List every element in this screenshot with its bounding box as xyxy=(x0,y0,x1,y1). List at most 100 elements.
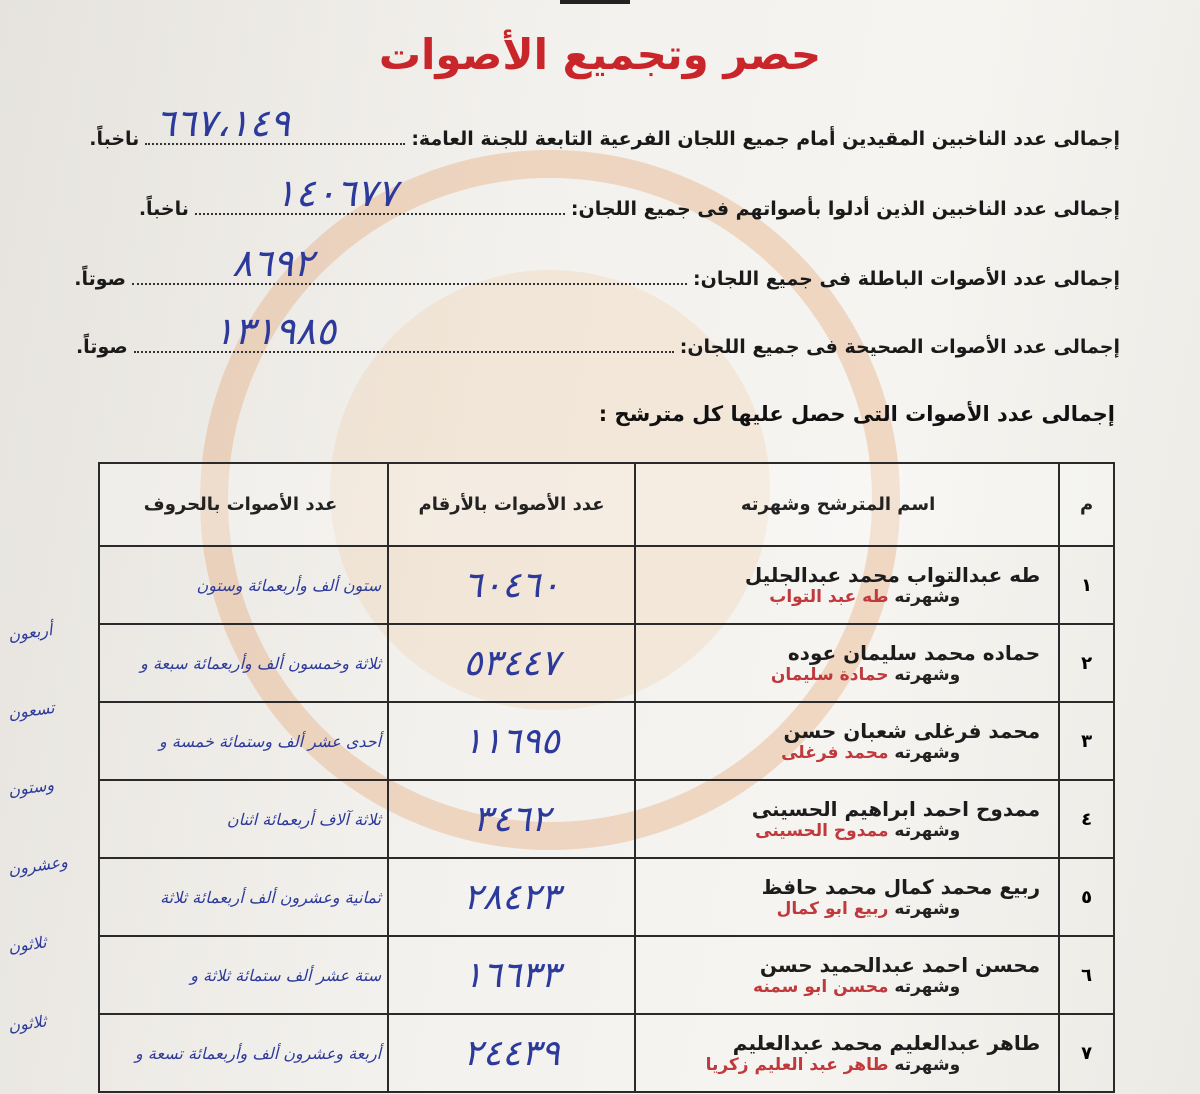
table-row: ٥ ربيع محمد كمال محمد حافظ وشهرته ربيع ا… xyxy=(97,857,1115,937)
votes-words-cell: ثلاثة وخمسون ألف وأربعمائة سبعة و xyxy=(97,623,390,703)
summary-label: إجمالى عدد الناخبين الذين أدلوا بأصواتهم… xyxy=(570,198,1120,220)
row-index: ٣ xyxy=(1058,701,1115,781)
handwritten-margin-note: وعشرون xyxy=(6,851,69,880)
nickname-prefix: وشهرته xyxy=(894,587,961,607)
handwritten-value: ١٤٠٦٧٧ xyxy=(274,171,398,215)
summary-unit: صوتاً. xyxy=(74,268,127,290)
votes-words-cell: ثمانية وعشرون ألف أربعمائة ثلاثة xyxy=(97,857,390,937)
row-index: ٥ xyxy=(1058,857,1115,937)
summary-unit: ناخباً. xyxy=(138,198,189,220)
votes-digits-cell: ٢٤٤٣٩ xyxy=(387,1013,636,1093)
nickname-value: طاهر عبد العليم زكريا xyxy=(705,1055,889,1075)
summary-label: إجمالى عدد الأصوات الصحيحة فى جميع اللجا… xyxy=(679,336,1120,358)
candidate-nickname: وشهرته حمادة سليمان xyxy=(636,665,1040,685)
header-votes-words: عدد الأصوات بالحروف xyxy=(97,462,390,547)
votes-words: ثمانية وعشرون ألف أربعمائة ثلاثة xyxy=(160,887,382,907)
candidate-cell: ممدوح احمد ابراهيم الحسينى وشهرته ممدوح … xyxy=(633,779,1061,859)
candidate-nickname: وشهرته ربيع ابو كمال xyxy=(636,899,1040,919)
handwritten-value: ٨٦٩٢ xyxy=(232,241,314,285)
table-row: ٢ حماده محمد سليمان عوده وشهرته حمادة سل… xyxy=(97,623,1115,703)
votes-words-cell: أربعة وعشرون ألف وأربعمائة تسعة و xyxy=(97,1013,390,1093)
candidate-cell: طه عبدالتواب محمد عبدالجليل وشهرته طه عب… xyxy=(633,545,1061,625)
table-row: ١ طه عبدالتواب محمد عبدالجليل وشهرته طه … xyxy=(97,545,1115,625)
votes-digits-cell: ٦٠٤٦٠ xyxy=(387,545,636,625)
candidate-nickname: وشهرته ممدوح الحسينى xyxy=(636,821,1040,841)
nickname-prefix: وشهرته xyxy=(894,1055,961,1075)
votes-words: ستون ألف وأربعمائة وستون xyxy=(196,575,382,595)
nickname-prefix: وشهرته xyxy=(894,743,961,763)
votes-digits: ١٦٦٣٣ xyxy=(463,954,560,996)
candidate-name: ممدوح احمد ابراهيم الحسينى xyxy=(751,797,1041,821)
row-index: ٦ xyxy=(1058,935,1115,1015)
header-index: م xyxy=(1058,462,1115,547)
votes-digits: ٣٤٦٢ xyxy=(472,798,551,840)
summary-unit: صوتاً. xyxy=(75,336,128,358)
candidate-nickname: وشهرته طه عبد التواب xyxy=(636,587,1040,607)
votes-digits-cell: ١٦٦٣٣ xyxy=(387,935,636,1015)
candidate-name: محسن احمد عبدالحميد حسن xyxy=(759,953,1041,977)
candidate-cell: طاهر عبدالعليم محمد عبدالعليم وشهرته طاه… xyxy=(633,1013,1061,1093)
handwritten-margin-note: وستون xyxy=(6,774,56,801)
candidate-cell: ربيع محمد كمال محمد حافظ وشهرته ربيع ابو… xyxy=(633,857,1061,937)
candidate-cell: حماده محمد سليمان عوده وشهرته حمادة سليم… xyxy=(633,623,1061,703)
fill-field: ١٤٠٦٧٧ xyxy=(194,171,565,215)
handwritten-margin-note: ثلاثون xyxy=(6,1011,48,1036)
votes-digits: ٦٠٤٦٠ xyxy=(463,564,560,606)
row-index: ٢ xyxy=(1058,623,1115,703)
votes-words-cell: أحدى عشر ألف وستمائة خمسة و xyxy=(97,701,390,781)
nickname-prefix: وشهرته xyxy=(894,821,961,841)
table-header-row: م اسم المترشح وشهرته عدد الأصوات بالأرقا… xyxy=(97,462,1115,547)
summary-invalid-votes: إجمالى عدد الأصوات الباطلة فى جميع اللجا… xyxy=(74,241,1120,290)
row-index: ١ xyxy=(1058,545,1115,625)
candidate-name: طاهر عبدالعليم محمد عبدالعليم xyxy=(732,1031,1041,1055)
table-row: ٤ ممدوح احمد ابراهيم الحسينى وشهرته ممدو… xyxy=(97,779,1115,859)
summary-unit: ناخباً. xyxy=(89,128,140,150)
candidate-name: طه عبدالتواب محمد عبدالجليل xyxy=(744,563,1041,587)
candidate-nickname: وشهرته محسن ابو سمنه xyxy=(636,977,1040,997)
handwritten-value: ١٣١٩٨٥ xyxy=(213,309,337,353)
nickname-value: طه عبد التواب xyxy=(769,587,889,607)
summary-valid-votes: إجمالى عدد الأصوات الصحيحة فى جميع اللجا… xyxy=(75,309,1120,358)
candidate-nickname: وشهرته محمد فرغلى xyxy=(636,743,1040,763)
header-votes-digits: عدد الأصوات بالأرقام xyxy=(387,462,636,547)
nickname-value: ممدوح الحسينى xyxy=(755,821,889,841)
votes-digits-cell: ٣٤٦٢ xyxy=(387,779,636,859)
votes-words: ثلاثة آلاف أربعمائة اثنان xyxy=(226,809,382,829)
page-top-edge xyxy=(560,0,630,4)
handwritten-margin-note: تسعون xyxy=(6,697,56,724)
row-index: ٧ xyxy=(1058,1013,1115,1093)
header-name: اسم المترشح وشهرته xyxy=(633,462,1061,547)
nickname-prefix: وشهرته xyxy=(894,899,961,919)
summary-label: إجمالى عدد الناخبين المقيدين أمام جميع ا… xyxy=(411,128,1120,150)
votes-digits: ٥٣٤٤٧ xyxy=(463,642,560,684)
candidate-name: حماده محمد سليمان عوده xyxy=(787,641,1041,665)
document-title: حصر وتجميع الأصوات xyxy=(378,30,822,79)
votes-digits: ٢٨٤٢٣ xyxy=(463,876,560,918)
votes-words: أحدى عشر ألف وستمائة خمسة و xyxy=(159,731,382,751)
table-row: ٦ محسن احمد عبدالحميد حسن وشهرته محسن اب… xyxy=(97,935,1115,1015)
handwritten-value: ٦٦٧،١٤٩ xyxy=(155,101,291,145)
candidate-name: محمد فرغلى شعبان حسن xyxy=(783,719,1041,743)
nickname-value: محمد فرغلى xyxy=(781,743,889,763)
table-row: ٣ محمد فرغلى شعبان حسن وشهرته محمد فرغلى… xyxy=(97,701,1115,781)
nickname-prefix: وشهرته xyxy=(894,665,961,685)
fill-field: ١٣١٩٨٥ xyxy=(133,309,674,353)
votes-words-cell: ستون ألف وأربعمائة وستون xyxy=(97,545,390,625)
votes-words: ستة عشر ألف ستمائة ثلاثة و xyxy=(190,965,382,985)
summary-voters-cast: إجمالى عدد الناخبين الذين أدلوا بأصواتهم… xyxy=(138,171,1120,220)
fill-field: ٦٦٧،١٤٩ xyxy=(145,101,406,145)
votes-digits: ٢٤٤٣٩ xyxy=(463,1032,560,1074)
nickname-value: ربيع ابو كمال xyxy=(776,899,889,919)
fill-field: ٨٦٩٢ xyxy=(132,241,688,285)
candidate-cell: محسن احمد عبدالحميد حسن وشهرته محسن ابو … xyxy=(633,935,1061,1015)
candidate-nickname: وشهرته طاهر عبد العليم زكريا xyxy=(636,1055,1040,1075)
handwritten-margin-note: أربعون xyxy=(6,620,54,645)
handwritten-margin-note: ثلاثون xyxy=(6,932,48,957)
votes-digits: ١١٦٩٥ xyxy=(463,720,560,762)
votes-digits-cell: ٢٨٤٢٣ xyxy=(387,857,636,937)
candidates-heading: إجمالى عدد الأصوات التى حصل عليها كل متر… xyxy=(598,402,1115,426)
votes-words-cell: ستة عشر ألف ستمائة ثلاثة و xyxy=(97,935,390,1015)
votes-digits-cell: ٥٣٤٤٧ xyxy=(387,623,636,703)
candidate-name: ربيع محمد كمال محمد حافظ xyxy=(761,875,1041,899)
votes-words: ثلاثة وخمسون ألف وأربعمائة سبعة و xyxy=(140,653,382,673)
